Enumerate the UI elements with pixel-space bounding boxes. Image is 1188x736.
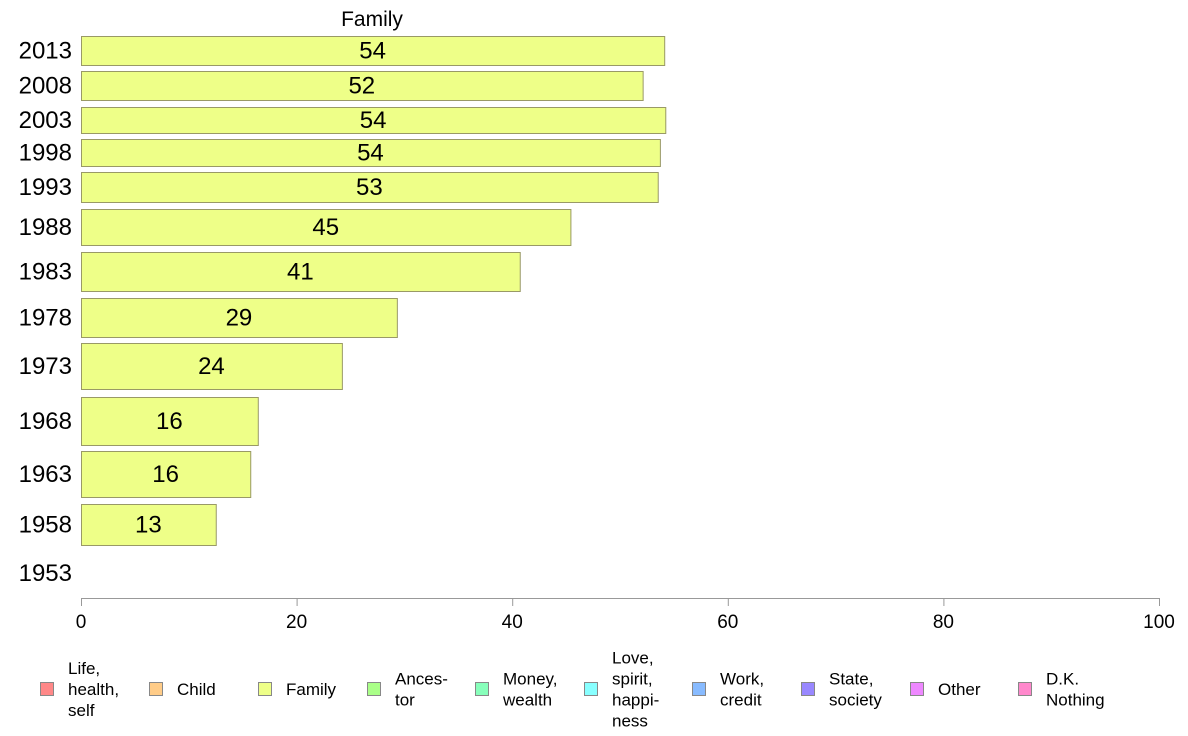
y-tick-label: 1973: [19, 353, 72, 380]
legend-label: Other: [938, 680, 981, 699]
data-label: 16: [156, 408, 183, 435]
y-tick-label: 2013: [19, 38, 72, 65]
y-tick-labels: 2013 2008 2003 1998 1993 1988 1983 1978 1973 1968…: [19, 38, 72, 588]
x-tick-label: 20: [286, 612, 307, 633]
y-tick-label: 1963: [19, 461, 72, 488]
legend-swatch: [1018, 682, 1032, 696]
legend-swatch: [40, 682, 54, 696]
y-tick-label: 1988: [19, 214, 72, 241]
bar: [81, 397, 259, 446]
bar: [81, 172, 659, 203]
bar: [81, 504, 217, 546]
legend-swatch: [258, 682, 272, 696]
legend-label: Work, credit: [720, 670, 764, 710]
bar: [81, 107, 667, 134]
data-label: 29: [226, 305, 253, 332]
x-axis: 0 20 40 60 80 100: [76, 598, 1175, 633]
x-tick-label: 80: [933, 612, 954, 633]
y-tick-label: 1958: [19, 512, 72, 539]
chart-title: Family: [341, 8, 403, 31]
bar: [81, 343, 343, 390]
legend-label: Money, wealth: [502, 670, 558, 710]
bar: [81, 36, 666, 66]
legend-label: Life, health, self: [68, 659, 119, 720]
data-label: 13: [135, 512, 162, 539]
data-label: 54: [360, 107, 387, 134]
legend-label: Ances-tor: [395, 670, 448, 710]
data-label: 16: [152, 461, 179, 488]
data-label: 24: [198, 353, 225, 380]
y-tick-label: 1993: [19, 174, 72, 201]
legend-label: Family: [286, 680, 337, 699]
legend-label: D.K. Nothing: [1046, 670, 1105, 710]
x-tick-label: 60: [717, 612, 738, 633]
y-tick-label: 2003: [19, 107, 72, 134]
x-tick-label: 100: [1143, 612, 1175, 633]
bar: [81, 252, 521, 292]
x-tick-label: 0: [76, 612, 87, 633]
legend-swatch: [910, 682, 924, 696]
y-tick-label: 1978: [19, 305, 72, 332]
legend-swatch: [801, 682, 815, 696]
y-tick-label: 1998: [19, 140, 72, 167]
y-tick-label: 1968: [19, 408, 72, 435]
legend-swatch: [475, 682, 489, 696]
bar: [81, 298, 398, 338]
legend-label: Love, spirit, happi-ness: [612, 649, 659, 731]
legend: Life, health, self Child Family Ances-tor Mone…: [40, 649, 1105, 731]
bar: [81, 139, 661, 167]
legend-swatch: [367, 682, 381, 696]
data-label: 53: [356, 174, 383, 201]
bar: [81, 451, 252, 498]
data-label: 41: [287, 259, 314, 286]
data-label: 54: [357, 140, 384, 167]
y-tick-label: 1953: [19, 560, 72, 587]
legend-swatch: [692, 682, 706, 696]
legend-swatch: [149, 682, 163, 696]
data-label: 52: [348, 73, 375, 100]
y-tick-label: 1983: [19, 259, 72, 286]
data-label: 45: [312, 214, 339, 241]
y-tick-label: 2008: [19, 73, 72, 100]
legend-label: Child: [177, 680, 216, 699]
x-tick-label: 40: [502, 612, 523, 633]
legend-swatch: [584, 682, 598, 696]
legend-label: State, society: [829, 670, 882, 710]
bar: [81, 209, 572, 246]
bar: [81, 71, 644, 101]
data-label: 54: [359, 38, 386, 65]
